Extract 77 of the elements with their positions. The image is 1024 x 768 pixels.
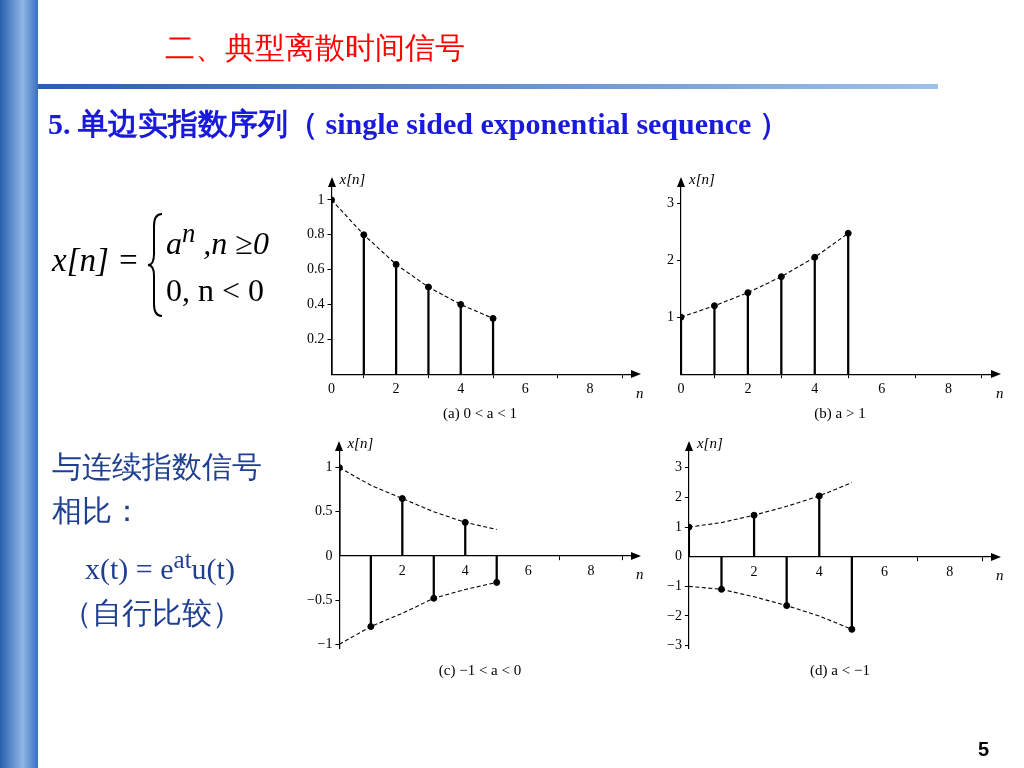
- text: （自行比较）: [62, 594, 242, 632]
- point: [424, 283, 432, 291]
- point: [815, 492, 823, 500]
- y-tick-label: −1: [666, 578, 682, 594]
- text: 与连续指数信号相比：: [52, 448, 263, 530]
- point: [461, 518, 469, 526]
- y-tick-label: −0.5: [306, 591, 333, 607]
- y-axis-title: x[n]: [688, 170, 715, 187]
- text: x(t) = e$^{at}$u(t): [85, 546, 235, 586]
- text: a$^{n}$ ,n ≥0: [166, 218, 269, 262]
- x-axis-title: n: [996, 384, 1004, 401]
- point: [844, 229, 852, 237]
- x-tick-label: 6: [524, 562, 532, 578]
- point: [367, 623, 375, 631]
- point: [744, 289, 752, 297]
- point: [489, 314, 497, 322]
- y-tick-label: −1: [317, 635, 333, 651]
- point: [457, 301, 465, 308]
- x-tick-label: 8: [945, 381, 953, 397]
- x-tick-label: 6: [880, 563, 888, 579]
- x-tick-label: 8: [946, 563, 954, 579]
- x-tick-label: 4: [811, 381, 819, 397]
- x-tick-label: 4: [815, 563, 823, 579]
- text: (d) a < −1: [809, 662, 871, 679]
- y-axis-title: x[n]: [338, 170, 366, 187]
- text: 5: [978, 738, 990, 761]
- text: (c) −1 < a < 0: [437, 662, 523, 679]
- point: [777, 273, 785, 281]
- x-tick-label: 4: [457, 381, 465, 397]
- x-tick-label: 2: [744, 381, 752, 397]
- point: [710, 302, 718, 310]
- x-axis-title: n: [996, 567, 1004, 584]
- y-tick-label: 3: [667, 194, 674, 210]
- text: x[n] =: [52, 242, 140, 279]
- y-tick-label: 2: [674, 489, 682, 505]
- y-tick-label: −2: [666, 607, 682, 623]
- point: [717, 585, 725, 593]
- point: [848, 625, 856, 633]
- y-tick-label: 0.8: [307, 226, 325, 242]
- text: 二、典型离散时间信号: [165, 29, 465, 67]
- x-tick-label: 8: [586, 381, 594, 397]
- point: [360, 231, 368, 239]
- y-tick-label: 0: [674, 548, 682, 564]
- text: (b) a > 1: [813, 405, 867, 422]
- y-axis-title: x[n]: [695, 434, 723, 451]
- y-tick-label: 0.6: [307, 261, 325, 277]
- y-tick-label: 0.2: [307, 331, 325, 347]
- y-tick-label: 1: [317, 191, 325, 207]
- point: [430, 594, 438, 602]
- x-tick-label: 2: [398, 562, 406, 578]
- x-tick-label: 6: [878, 381, 886, 397]
- y-tick-label: 1: [325, 459, 333, 475]
- text: (a) 0 < a < 1: [442, 405, 518, 422]
- y-tick-label: 2: [667, 251, 674, 267]
- y-tick-label: 1: [667, 308, 674, 324]
- y-tick-label: 0: [325, 547, 333, 563]
- point: [811, 253, 819, 261]
- x-tick-label: 8: [587, 562, 595, 578]
- y-axis-title: x[n]: [346, 434, 374, 451]
- x-tick-label: 2: [392, 381, 400, 397]
- y-tick-label: 1: [674, 518, 682, 534]
- point: [783, 602, 791, 610]
- y-tick-label: 0.5: [314, 503, 333, 519]
- text: 5. 单边实指数序列（ single sided exponential sequence ）: [48, 106, 789, 142]
- text: 0, n < 0: [166, 272, 265, 309]
- y-tick-label: −3: [666, 637, 682, 653]
- x-tick-label: 6: [521, 381, 529, 397]
- x-tick-label: 4: [461, 562, 469, 578]
- point: [392, 260, 400, 268]
- point: [493, 578, 501, 586]
- x-axis-title: n: [636, 566, 644, 583]
- y-tick-label: 0.4: [307, 296, 325, 312]
- x-axis-title: n: [636, 384, 644, 401]
- point: [750, 511, 758, 519]
- y-tick-label: 3: [674, 459, 682, 475]
- point: [398, 495, 406, 503]
- x-tick-label: 2: [750, 563, 758, 579]
